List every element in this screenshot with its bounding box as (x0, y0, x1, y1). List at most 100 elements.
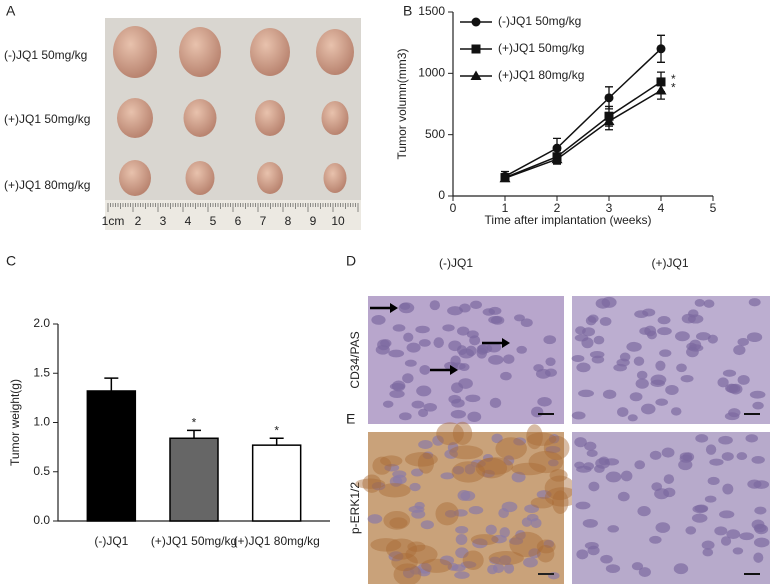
nucleus (429, 300, 441, 311)
ruler-label: 1cm (102, 214, 125, 228)
nucleus (468, 505, 484, 515)
nucleus (491, 534, 507, 544)
nucleus (751, 456, 765, 464)
nucleus (417, 568, 431, 577)
nucleus (537, 397, 552, 407)
stain (385, 538, 418, 560)
stain (404, 452, 438, 467)
nucleus (639, 327, 651, 335)
nucleus (513, 314, 525, 322)
nucleus (418, 339, 431, 347)
nucleus (418, 440, 433, 449)
nucleus (447, 442, 459, 453)
nucleus (411, 468, 424, 477)
nucleus (485, 524, 497, 535)
stain (536, 539, 556, 554)
marker (471, 44, 481, 54)
significance: * (192, 416, 197, 430)
x-axis-label: Time after implantation (weeks) (485, 213, 652, 227)
bar (86, 390, 137, 522)
stain (549, 469, 568, 482)
row-label: CD34/PAS (348, 331, 362, 388)
nucleus (613, 363, 627, 372)
ruler-label: 7 (260, 214, 267, 228)
nucleus (545, 357, 556, 366)
nucleus (617, 407, 629, 417)
nucleus (452, 465, 465, 475)
nucleus (650, 379, 666, 387)
nucleus (411, 400, 425, 409)
histology-image (368, 296, 564, 424)
stain (417, 452, 434, 474)
nucleus (732, 547, 744, 555)
nucleus (701, 540, 715, 550)
nucleus (584, 541, 599, 550)
marker (499, 172, 511, 183)
nucleus (575, 501, 591, 510)
nucleus (586, 449, 598, 457)
nucleus (450, 409, 467, 419)
nucleus (675, 331, 690, 342)
nucleus (503, 354, 515, 364)
legend-label: (+)JQ1 80mg/kg (498, 68, 584, 82)
panel-label: B (403, 3, 412, 19)
nucleus (641, 403, 656, 415)
nucleus (704, 495, 717, 503)
nucleus (722, 483, 734, 495)
nucleus (458, 348, 475, 359)
y-tick-label: 0.0 (33, 513, 50, 527)
nucleus (392, 470, 407, 478)
y-tick-label: 500 (425, 127, 445, 141)
error-bar (187, 429, 201, 439)
nucleus (574, 334, 589, 342)
nucleus (543, 335, 557, 345)
nucleus (487, 564, 498, 575)
nucleus (409, 482, 421, 492)
nucleus (578, 389, 595, 398)
axes (452, 12, 713, 197)
stain (436, 422, 464, 446)
nucleus (728, 408, 741, 418)
nucleus (739, 532, 755, 541)
nucleus (655, 398, 669, 406)
stain (509, 531, 544, 558)
marker (551, 153, 563, 164)
nucleus (657, 327, 672, 336)
nucleus (582, 519, 598, 528)
line (504, 81, 662, 179)
nucleus (420, 520, 434, 530)
nucleus (457, 490, 471, 501)
nucleus (545, 445, 561, 454)
nucleus (695, 434, 709, 443)
legend-label: (+)JQ1 50mg/kg (498, 41, 584, 55)
tumors: 1cm 2 3 4 5 6 7 8 9 10 (102, 26, 359, 228)
nucleus (635, 378, 649, 389)
nucleus (448, 340, 462, 352)
nucleus (605, 564, 621, 574)
stain (528, 450, 564, 474)
nucleus (718, 435, 733, 445)
y-tick-label: 1.5 (33, 365, 50, 379)
nucleus (416, 385, 432, 397)
stain (380, 455, 403, 467)
nucleus (571, 355, 585, 363)
tumor (183, 99, 217, 137)
nucleus (638, 567, 651, 577)
nucleus (488, 316, 503, 324)
significance: * (671, 72, 676, 86)
nucleus (392, 324, 406, 332)
bar (169, 437, 219, 522)
stain (536, 544, 555, 563)
ruler-label: 3 (160, 214, 167, 228)
stain (435, 502, 459, 526)
nucleus (486, 342, 502, 353)
nucleus (707, 476, 720, 486)
nucleus (415, 325, 430, 334)
row-label: (-)JQ1 50mg/kg (4, 48, 87, 62)
x-tick-label: (-)JQ1 (94, 534, 128, 548)
stain (462, 550, 484, 570)
nucleus (617, 491, 630, 502)
tumor (316, 29, 354, 75)
nucleus (503, 455, 515, 466)
